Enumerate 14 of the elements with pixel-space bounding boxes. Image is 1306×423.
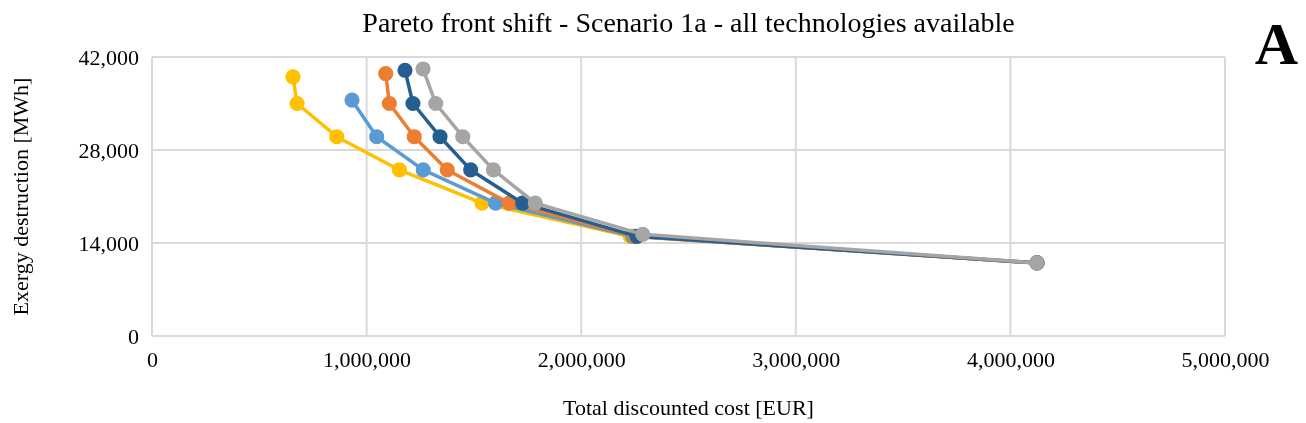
- y-tick-label: 0: [128, 323, 139, 349]
- x-tick-label: 0: [147, 346, 158, 372]
- chart-title: Pareto front shift - Scenario 1a - all technologies available: [362, 7, 1015, 38]
- x-tick-label: 2,000,000: [537, 346, 626, 372]
- x-axis-title: Total discounted cost [EUR]: [563, 395, 814, 420]
- x-tick-label: 5,000,000: [1181, 346, 1270, 372]
- text: A: [1254, 11, 1298, 77]
- y-tick-label: 42,000: [78, 44, 139, 70]
- y-axis-title: Exergy destruction [MWh]: [8, 77, 33, 316]
- x-tick-label: 4,000,000: [966, 346, 1055, 372]
- y-tick-label: 28,000: [78, 137, 139, 163]
- x-tick-label: 1,000,000: [323, 346, 412, 372]
- y-tick-label: 14,000: [78, 230, 139, 256]
- x-tick-label: 3,000,000: [752, 346, 841, 372]
